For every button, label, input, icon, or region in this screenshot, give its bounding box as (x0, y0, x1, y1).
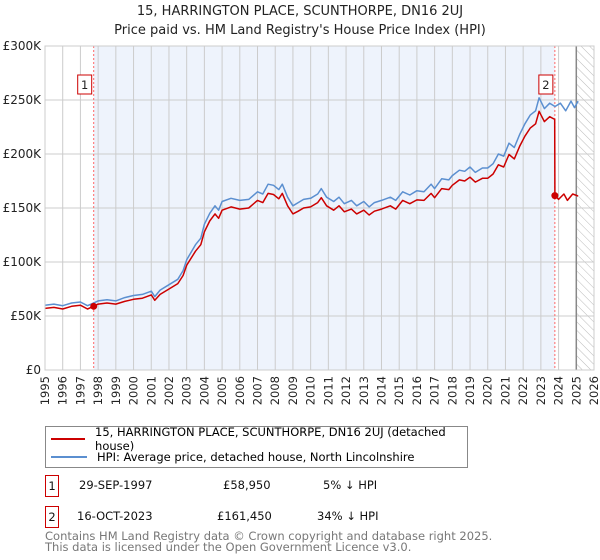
plot-frame (44, 45, 595, 371)
x-tick-label: 2025 (569, 376, 583, 405)
sale-label-border (77, 74, 93, 95)
x-tick-label: 2019 (463, 376, 477, 405)
x-tick-label: 2013 (357, 376, 371, 405)
sale-delta: 5% ↓ HPI (323, 478, 378, 492)
x-tick-label: 1996 (56, 376, 70, 405)
x-tick-label: 2012 (339, 376, 353, 405)
x-tick-label: 2002 (162, 376, 176, 405)
sale-point (90, 302, 98, 310)
sale-label-border (538, 74, 554, 95)
x-tick-label: 2026 (587, 376, 600, 405)
x-tick-label: 2015 (392, 376, 406, 405)
x-tick-label: 2021 (498, 376, 512, 405)
x-tick-label: 1999 (109, 376, 123, 405)
legend-item-hpi: HPI: Average price, detached house, Nort… (51, 449, 414, 465)
x-tick-label: 2005 (215, 376, 229, 405)
sale-label-text: 1 (81, 78, 88, 92)
y-tick-label: £100K (3, 255, 43, 269)
legend-swatch-property (51, 438, 86, 440)
x-tick-label: 2008 (268, 376, 282, 405)
x-tick-label: 2004 (197, 376, 211, 405)
sale-price: £161,450 (217, 509, 272, 523)
sale-date: 29-SEP-1997 (79, 478, 153, 492)
sale-date: 16-OCT-2023 (77, 509, 153, 523)
chart-title: 15, HARRINGTON PLACE, SCUNTHORPE, DN16 2… (136, 4, 464, 19)
x-tick-label: 2023 (534, 376, 548, 405)
x-tick-label: 2016 (410, 376, 424, 405)
sale-label-text: 2 (542, 78, 549, 92)
footer: Contains HM Land Registry data © Crown c… (45, 529, 493, 554)
sale-badge: 2 (45, 506, 59, 528)
legend-swatch-hpi (51, 456, 87, 458)
hpi-series-line (44, 97, 579, 307)
legend-label-property: 15, HARRINGTON PLACE, SCUNTHORPE, DN16 2… (95, 425, 446, 453)
x-tick-label: 2000 (127, 376, 141, 405)
sale-point (551, 192, 559, 200)
x-tick-label: 2024 (552, 376, 566, 405)
property-series-line (44, 110, 579, 310)
x-tick-label: 1995 (38, 376, 52, 405)
y-tick-label: £250K (3, 93, 43, 107)
footer-licence: This data is licensed under the Open Gov… (45, 540, 412, 554)
x-tick-label: 2010 (304, 376, 318, 405)
legend: 15, HARRINGTON PLACE, SCUNTHORPE, DN16 2… (45, 425, 468, 468)
sale-label-box: 2 (538, 74, 554, 95)
x-tick-label: 2007 (251, 376, 265, 405)
chart-subtitle: Price paid vs. HM Land Registry's House … (114, 23, 486, 38)
legend-label-hpi: HPI: Average price, detached house, Nort… (97, 450, 415, 464)
y-tick-label: £0 (26, 363, 41, 377)
x-tick-label: 2014 (374, 376, 388, 405)
legend-item-property: 15, HARRINGTON PLACE, SCUNTHORPE, DN16 2… (51, 425, 467, 453)
sale-label-box: 1 (77, 74, 93, 95)
x-tick-label: 2001 (144, 376, 158, 405)
x-tick-label: 2009 (286, 376, 300, 405)
y-tick-label: £200K (3, 147, 43, 161)
x-tick-label: 1997 (73, 376, 87, 405)
x-tick-label: 2022 (516, 376, 530, 405)
x-tick-label: 2006 (233, 376, 247, 405)
y-tick-label: £50K (10, 309, 42, 323)
x-tick-label: 2017 (428, 376, 442, 405)
price-chart: 1995 1996 1997 1998 1999 2000 2001 2002 2003 2004… (3, 39, 600, 405)
footer-copyright: Contains HM Land Registry data © Crown c… (45, 529, 493, 543)
sale-badge: 1 (45, 475, 59, 497)
x-tick-label: 1998 (91, 376, 105, 405)
x-tick-label: 2011 (321, 376, 335, 405)
sale-price: £58,950 (223, 478, 271, 492)
y-tick-label: £300K (3, 39, 43, 53)
y-tick-label: £150K (3, 201, 43, 215)
x-tick-label: 2018 (445, 376, 459, 405)
x-tick-label: 2020 (481, 376, 495, 405)
sale-delta: 34% ↓ HPI (317, 509, 379, 523)
x-tick-label: 2003 (180, 376, 194, 405)
